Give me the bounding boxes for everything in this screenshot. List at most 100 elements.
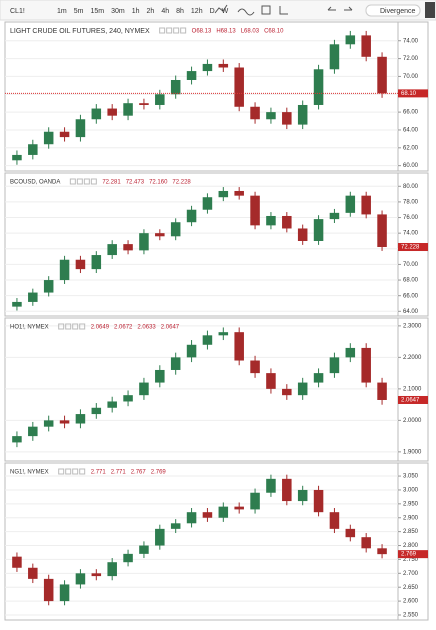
candle-body	[43, 578, 54, 602]
last-price-label: 68.10	[401, 91, 417, 97]
candle-body	[218, 63, 229, 68]
undo-icon[interactable]	[327, 6, 336, 11]
candle-body	[218, 190, 229, 198]
candle-body	[282, 215, 292, 229]
candle-body	[250, 492, 260, 510]
candle-body	[377, 548, 387, 555]
interval-button[interactable]: 1m	[57, 8, 67, 15]
ohlc-label: H68.13	[216, 29, 236, 35]
pane-button[interactable]	[173, 27, 180, 34]
symbol[interactable]: CL1!	[10, 8, 25, 15]
last-price-tag	[398, 395, 428, 404]
pane-button[interactable]	[72, 468, 79, 475]
interval-button[interactable]: 5m	[74, 8, 84, 15]
candle-body	[43, 280, 54, 293]
pane-button[interactable]	[72, 323, 79, 330]
candle-body	[75, 573, 86, 585]
pane-button[interactable]	[65, 323, 72, 330]
candle-body	[170, 79, 181, 95]
candle-body	[59, 259, 70, 281]
pane-button[interactable]	[69, 178, 76, 185]
candle-body	[123, 103, 133, 116]
redo-icon[interactable]	[344, 6, 353, 11]
candle-body	[218, 506, 229, 518]
interval-button[interactable]: 30m	[111, 8, 125, 15]
interval-button[interactable]: 12h	[191, 8, 203, 15]
pane-button[interactable]	[76, 178, 83, 185]
candle-body	[377, 214, 387, 248]
candle-body	[12, 556, 22, 568]
candle-body	[313, 489, 324, 513]
candle-body	[250, 195, 260, 226]
candle-body	[155, 528, 165, 546]
pane-button[interactable]	[79, 323, 86, 330]
pane-frame	[4, 317, 429, 462]
interval-button[interactable]: 4h	[161, 8, 169, 15]
candle-body	[266, 215, 276, 226]
indicator-icon[interactable]	[237, 8, 255, 16]
chart-style-icon[interactable]	[214, 4, 228, 14]
indicator-name[interactable]: Divergence	[380, 8, 416, 15]
candle-body	[266, 112, 276, 120]
y-tick-label: 2.600	[403, 599, 419, 605]
pane-button[interactable]	[58, 468, 65, 475]
pane-button[interactable]	[166, 27, 173, 34]
candle-body	[123, 553, 133, 563]
candle-body	[234, 332, 244, 361]
side-toggle[interactable]	[425, 2, 435, 18]
pane-button[interactable]	[90, 178, 97, 185]
candle-body	[345, 195, 356, 213]
last-price-label: 2.0647	[401, 398, 420, 404]
y-tick-label: 2.3000	[403, 323, 422, 329]
template-icon[interactable]	[279, 6, 288, 15]
pane-button[interactable]	[79, 468, 86, 475]
candle-body	[155, 94, 165, 105]
candle-body	[59, 584, 70, 602]
candle-body	[329, 357, 340, 374]
y-tick-label: 2.900	[403, 515, 419, 521]
pane-button[interactable]	[58, 323, 65, 330]
interval-button[interactable]: W	[222, 8, 229, 15]
candle-body	[282, 112, 292, 125]
ohlc-label: 2.767	[131, 470, 147, 476]
interval-button[interactable]: D	[210, 8, 215, 15]
y-tick-label: 3.050	[403, 474, 419, 480]
ohlc-label: 2.769	[151, 470, 167, 476]
candle-body	[186, 71, 197, 80]
candle-body	[75, 414, 86, 424]
candle-body	[250, 106, 260, 120]
ohlc-label: L68.03	[241, 29, 260, 35]
candle-body	[155, 369, 165, 383]
y-tick-label: 2.850	[403, 529, 419, 535]
y-tick-label: 3.000	[403, 488, 419, 494]
pane-button[interactable]	[83, 178, 90, 185]
candle-body	[329, 212, 340, 220]
pane-button[interactable]	[65, 468, 72, 475]
interval-button[interactable]: 2h	[147, 8, 155, 15]
candle-body	[266, 373, 276, 389]
candle-body	[123, 395, 133, 402]
candle-body	[377, 56, 387, 94]
compare-icon[interactable]	[261, 5, 271, 15]
candle-body	[297, 489, 308, 502]
pane-button[interactable]	[180, 27, 187, 34]
ohlc-label: O68.13	[192, 29, 212, 35]
interval-button[interactable]: 8h	[176, 8, 184, 15]
y-tick-label: 68.00	[403, 278, 419, 284]
candle-body	[170, 222, 181, 237]
pane-button[interactable]	[159, 27, 166, 34]
candle-body	[377, 382, 387, 400]
interval-button[interactable]: 15m	[90, 8, 104, 15]
indicator-box[interactable]	[365, 4, 421, 17]
y-tick-label: 1.9000	[403, 449, 422, 455]
candle-body	[361, 347, 371, 383]
y-tick-label: 62.00	[403, 145, 419, 151]
candle-body	[202, 512, 213, 518]
interval-button[interactable]: 1h	[132, 8, 140, 15]
last-price-tag	[398, 243, 428, 252]
candle-body	[43, 131, 54, 145]
y-tick-label: 64.00	[403, 309, 419, 315]
candle-body	[313, 373, 324, 383]
pane-title: BCOUSD, OANDA	[10, 180, 60, 186]
